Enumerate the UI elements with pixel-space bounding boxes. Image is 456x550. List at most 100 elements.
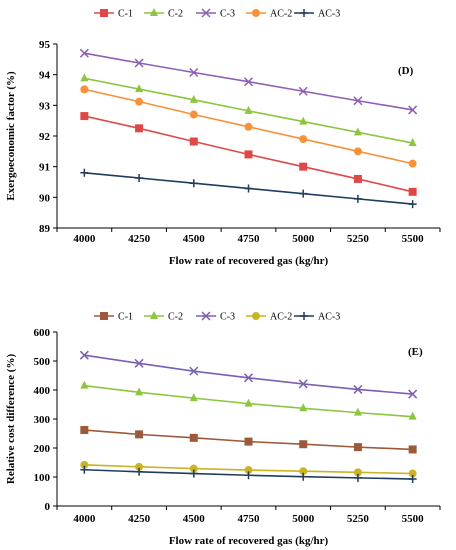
data-point	[408, 469, 417, 478]
data-point	[244, 122, 253, 131]
data-point	[189, 179, 198, 188]
data-point	[244, 105, 253, 114]
data-point	[353, 407, 362, 416]
legend-item-c-3: C-3	[196, 311, 235, 323]
legend-item-c-2: C-2	[144, 311, 183, 323]
y-tick-label: 0	[45, 501, 51, 513]
x-axis-title: Flow rate of recovered gas (kg/hr)	[169, 255, 329, 267]
data-point	[298, 86, 308, 96]
series-ac-2	[80, 460, 417, 478]
y-tick-label: 90	[39, 192, 51, 204]
data-point	[189, 110, 198, 119]
legend-label: C-2	[168, 312, 183, 323]
legend-marker	[252, 312, 260, 320]
series-ac-3	[80, 465, 417, 484]
panel-label: (E)	[408, 346, 423, 358]
series-line	[84, 354, 413, 395]
legend-marker	[150, 311, 158, 319]
data-point	[353, 473, 362, 482]
y-tick-label: 400	[34, 385, 51, 397]
y-axis-title: Relative cost difference (%)	[5, 354, 17, 485]
data-point	[80, 380, 89, 389]
data-point	[353, 147, 362, 156]
legend-item-ac-3: AC-3	[294, 9, 340, 20]
data-point	[80, 168, 89, 177]
series-c-3	[79, 350, 418, 399]
legend-label: C-1	[118, 9, 133, 20]
x-tick-label: 5000	[292, 513, 315, 525]
data-point	[189, 393, 198, 402]
y-tick-label: 100	[34, 472, 51, 484]
y-tick-label: 93	[39, 100, 51, 112]
data-point	[408, 411, 417, 420]
data-point	[189, 67, 199, 78]
legend-item-c-1: C-1	[94, 312, 133, 323]
data-point	[134, 58, 144, 68]
data-point	[135, 84, 144, 93]
legend-marker	[300, 9, 308, 17]
chart-panel-2: 0 100 200 300 400 500 600 4000 4250 4500 4750 5000 5…	[5, 311, 441, 547]
x-tick-label: 4250	[128, 513, 151, 525]
x-tick-label: 4750	[238, 233, 261, 245]
legend-marker	[100, 9, 108, 17]
series-c-3	[79, 48, 418, 115]
data-point	[189, 94, 198, 103]
data-point	[135, 387, 144, 396]
data-point	[79, 48, 89, 58]
series-c-1	[80, 426, 417, 454]
y-tick-label: 95	[39, 39, 51, 51]
x-axis-title: Flow rate of recovered gas (kg/hr)	[169, 535, 329, 547]
data-point	[299, 403, 308, 412]
x-tick-label: 5500	[402, 233, 425, 245]
data-point	[353, 468, 362, 477]
data-point	[80, 112, 89, 121]
data-point	[244, 466, 253, 475]
legend-item-ac-3: AC-3	[294, 312, 340, 323]
data-point	[135, 174, 144, 183]
data-point	[353, 174, 362, 183]
data-point	[244, 437, 253, 446]
legend-label: AC-3	[318, 312, 340, 323]
legend-item-ac-2: AC-2	[246, 312, 292, 323]
data-point	[80, 73, 89, 82]
data-point	[353, 384, 363, 394]
data-point	[408, 159, 417, 168]
y-axis-title: Exergoeconomic factor (%)	[5, 71, 17, 201]
data-point	[299, 116, 308, 125]
legend-marker	[252, 9, 260, 17]
legend-label: C-3	[220, 9, 235, 20]
data-point	[408, 200, 417, 209]
x-tick-label: 5250	[347, 233, 370, 245]
data-point	[244, 184, 253, 193]
y-tick-label: 500	[34, 356, 51, 368]
x-tick-label: 5000	[292, 233, 315, 245]
data-point	[353, 194, 362, 203]
data-point	[353, 96, 363, 106]
legend-label: C-2	[168, 9, 183, 20]
data-point	[135, 462, 144, 471]
x-tick-label: 4750	[238, 513, 261, 525]
data-point	[299, 440, 308, 449]
legend-label: AC-2	[270, 312, 292, 323]
data-point	[135, 97, 144, 106]
series-c-2	[80, 73, 417, 147]
data-point	[408, 187, 417, 196]
chart-panel-1: 89 90 91 92 93 94 95 4000 4250 4500 4750 5000 5250 55…	[5, 8, 441, 267]
data-point	[80, 426, 89, 435]
legend-label: C-1	[118, 312, 133, 323]
data-point	[135, 467, 144, 476]
data-point	[299, 472, 308, 481]
data-point	[408, 389, 418, 399]
data-point	[299, 135, 308, 144]
y-tick-label: 200	[34, 443, 51, 455]
data-point	[135, 124, 144, 133]
data-point	[408, 138, 417, 147]
legend-marker	[201, 8, 211, 18]
data-point	[189, 469, 198, 478]
data-point	[189, 433, 198, 442]
data-point	[353, 443, 362, 452]
data-point	[80, 85, 89, 94]
series-c-1	[80, 112, 417, 196]
y-tick-label: 89	[39, 223, 51, 235]
